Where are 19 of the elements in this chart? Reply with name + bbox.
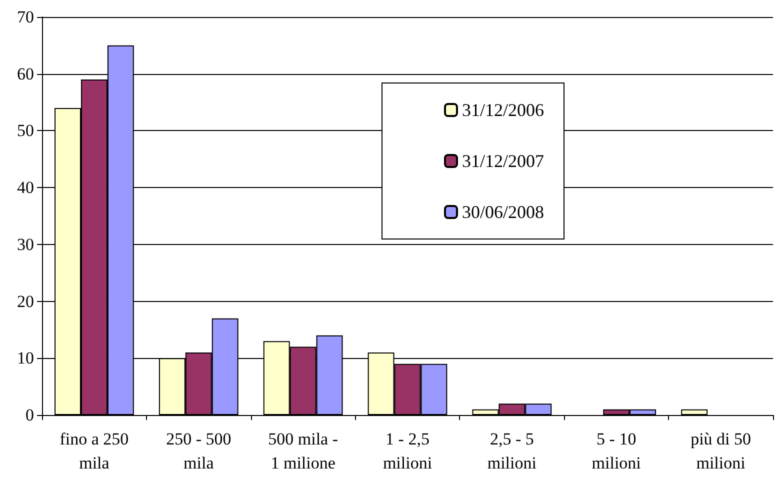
x-tick-label: più di 50 milioni bbox=[690, 430, 752, 472]
x-tick-label: 250 - 500 mila bbox=[166, 430, 232, 472]
legend-label: 30/06/2008 bbox=[462, 202, 544, 222]
y-tick-label: 40 bbox=[17, 178, 34, 198]
y-tick-label: 10 bbox=[17, 348, 34, 368]
x-tick-label: fino a 250 mila bbox=[60, 430, 129, 472]
x-tick-label: 2,5 - 5 milioni bbox=[487, 430, 537, 472]
y-tick-label: 70 bbox=[17, 8, 34, 26]
y-tick-label: 20 bbox=[17, 292, 34, 311]
y-tick-label: 30 bbox=[17, 234, 34, 254]
legend-label: 31/12/2006 bbox=[462, 100, 544, 120]
y-tick-label: 60 bbox=[17, 64, 34, 84]
x-tick-label: 500 mila - 1 milione bbox=[268, 430, 338, 472]
y-tick-label: 50 bbox=[17, 121, 34, 140]
bar bbox=[681, 409, 708, 415]
x-tick-label: 5 - 10 milioni bbox=[592, 430, 642, 472]
y-tick-label: 0 bbox=[26, 406, 34, 424]
legend-label: 31/12/2007 bbox=[462, 151, 544, 171]
x-tick-label: 1 - 2,5 milioni bbox=[382, 430, 432, 472]
